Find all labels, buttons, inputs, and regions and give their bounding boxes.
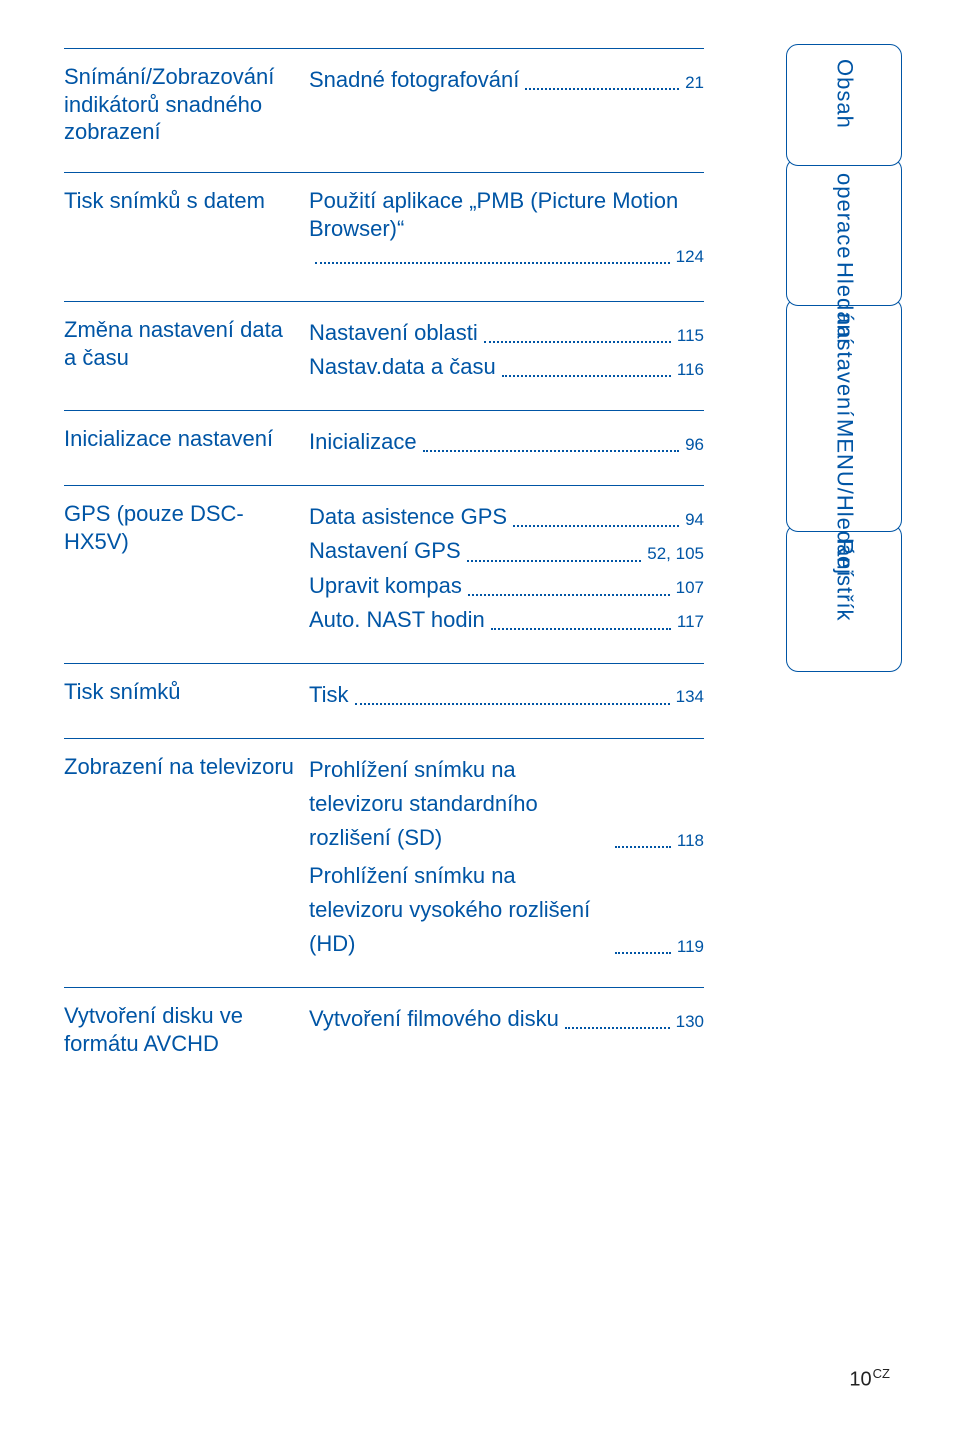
leader-dots — [615, 846, 671, 848]
index-link[interactable]: Vytvoření filmového disku — [309, 1002, 559, 1036]
tab-label: operace Hledání — [829, 173, 860, 344]
leader-dots — [525, 88, 679, 90]
index-line: Nastav.data a času 116 — [309, 350, 704, 384]
index-line: Snadné fotografování 21 — [309, 63, 704, 97]
tab-label: Obsah — [829, 59, 860, 129]
row-links: Snadné fotografování 21 — [309, 63, 704, 146]
row-links: Data asistence GPS 94 Nastavení GPS 52, … — [309, 500, 704, 636]
index-line: Nastavení oblasti 115 — [309, 316, 704, 350]
content-column: Snímání/Zobrazování indikátorů snadného … — [64, 48, 704, 1083]
index-link[interactable]: Inicializace — [309, 425, 417, 459]
index-link[interactable]: Nastavení GPS — [309, 534, 461, 568]
index-line: Upravit kompas 107 — [309, 569, 704, 603]
row-links: Vytvoření filmového disku 130 — [309, 1002, 704, 1057]
tab-label-line: operace — [829, 173, 860, 260]
index-link[interactable]: Použití aplikace „PMB (Picture Motion Br… — [309, 187, 704, 244]
leader-dots — [467, 560, 642, 562]
leader-dots — [468, 594, 670, 596]
row-links: Inicializace 96 — [309, 425, 704, 459]
page-number[interactable]: 119 — [677, 934, 704, 961]
index-row: Snímání/Zobrazování indikátorů snadného … — [64, 48, 704, 172]
tab-label-line: MENU/Hledání — [829, 419, 860, 578]
leader-dots — [491, 628, 671, 630]
index-line: Použití aplikace „PMB (Picture Motion Br… — [309, 187, 704, 272]
index-row: GPS (pouze DSC-HX5V) Data asistence GPS … — [64, 485, 704, 662]
index-row: Zobrazení na televizoru Prohlížení snímk… — [64, 738, 704, 988]
index-line: Vytvoření filmového disku 130 — [309, 1002, 704, 1036]
index-line: Nastavení GPS 52, 105 — [309, 534, 704, 568]
footer-suffix: CZ — [873, 1366, 890, 1381]
row-topic: Tisk snímků s datem — [64, 187, 309, 276]
page-number[interactable]: 130 — [676, 1009, 704, 1036]
index-line: Prohlížení snímku na televizoru standard… — [309, 753, 704, 855]
page-number[interactable]: 52, 105 — [647, 541, 704, 568]
row-topic: Vytvoření disku ve formátu AVCHD — [64, 1002, 309, 1057]
index-link[interactable]: Snadné fotografování — [309, 63, 519, 97]
tab-label-line: Hledání — [829, 262, 860, 345]
index-line: Tisk 134 — [309, 678, 704, 712]
row-topic: Inicializace nastavení — [64, 425, 309, 459]
page-number[interactable]: 117 — [677, 609, 704, 636]
index-row: Změna nastavení data a času Nastavení ob… — [64, 301, 704, 410]
leader-dots — [315, 262, 670, 264]
leader-line: 124 — [309, 244, 704, 271]
leader-dots — [423, 450, 679, 452]
index-link[interactable]: Auto. NAST hodin — [309, 603, 485, 637]
index-row: Tisk snímků Tisk 134 — [64, 663, 704, 738]
page: Snímání/Zobrazování indikátorů snadného … — [0, 0, 960, 1432]
page-number[interactable]: 134 — [676, 684, 704, 711]
page-number[interactable]: 21 — [685, 70, 704, 97]
leader-dots — [615, 952, 671, 954]
row-topic: Změna nastavení data a času — [64, 316, 309, 384]
page-number[interactable]: 94 — [685, 507, 704, 534]
row-links: Nastavení oblasti 115 Nastav.data a času… — [309, 316, 704, 384]
index-line: Inicializace 96 — [309, 425, 704, 459]
page-number[interactable]: 107 — [676, 575, 704, 602]
leader-dots — [565, 1027, 670, 1029]
page-number[interactable]: 96 — [685, 432, 704, 459]
index-row: Inicializace nastavení Inicializace 96 — [64, 410, 704, 485]
index-link[interactable]: Data asistence GPS — [309, 500, 507, 534]
index-link[interactable]: Upravit kompas — [309, 569, 462, 603]
tab-label: nastavení MENU/Hledání — [829, 313, 860, 578]
row-topic: GPS (pouze DSC-HX5V) — [64, 500, 309, 636]
footer-page-number: 10 — [849, 1369, 871, 1391]
leader-dots — [513, 525, 679, 527]
index-row: Vytvoření disku ve formátu AVCHD Vytvoře… — [64, 987, 704, 1083]
row-topic: Zobrazení na televizoru — [64, 753, 309, 962]
index-line: Prohlížení snímku na televizoru vysokého… — [309, 859, 704, 961]
page-number[interactable]: 115 — [677, 323, 704, 350]
leader-dots — [355, 703, 670, 705]
side-tabs: Obsah operace Hledání nastavení MENU/Hle… — [786, 44, 902, 672]
leader-dots — [502, 375, 671, 377]
index-link[interactable]: Prohlížení snímku na televizoru vysokého… — [309, 859, 609, 961]
leader-dots — [484, 341, 671, 343]
tab-obsah[interactable]: Obsah — [786, 44, 902, 166]
index-line: Data asistence GPS 94 — [309, 500, 704, 534]
page-number[interactable]: 118 — [677, 828, 704, 855]
index-link[interactable]: Prohlížení snímku na televizoru standard… — [309, 753, 609, 855]
index-row: Tisk snímků s datem Použití aplikace „PM… — [64, 172, 704, 302]
row-links: Použití aplikace „PMB (Picture Motion Br… — [309, 187, 704, 276]
row-topic: Tisk snímků — [64, 678, 309, 712]
index-link[interactable]: Tisk — [309, 678, 349, 712]
page-number[interactable]: 116 — [677, 357, 704, 384]
row-topic: Snímání/Zobrazování indikátorů snadného … — [64, 63, 309, 146]
page-number[interactable]: 124 — [676, 244, 704, 271]
row-links: Prohlížení snímku na televizoru standard… — [309, 753, 704, 962]
row-links: Tisk 134 — [309, 678, 704, 712]
tab-hledani-operace[interactable]: operace Hledání — [786, 158, 902, 306]
index-line: Auto. NAST hodin 117 — [309, 603, 704, 637]
index-link[interactable]: Nastav.data a času — [309, 350, 496, 384]
index-link[interactable]: Nastavení oblasti — [309, 316, 478, 350]
page-footer: 10CZ — [849, 1366, 890, 1392]
